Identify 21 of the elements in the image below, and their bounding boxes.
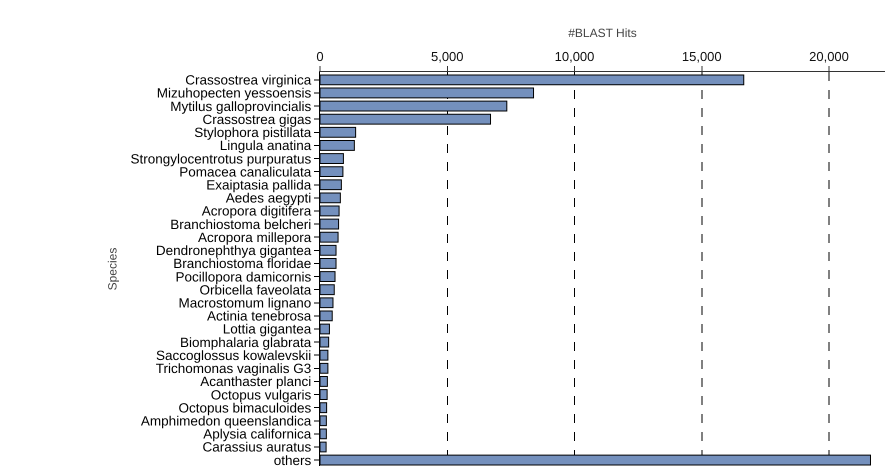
y-axis-title: Species (106, 248, 120, 290)
y-tick-label: Acropora millepora (198, 230, 312, 245)
x-tick-label: 0 (316, 48, 324, 64)
y-tick-label: Lottia gigantea (222, 322, 312, 337)
y-tick-label: Aedes aegypti (226, 190, 312, 206)
x-tick-label: 10,000 (554, 48, 594, 64)
y-tick-label: Octopus vulgaris (210, 387, 312, 402)
x-axis-title: #BLAST Hits (568, 26, 637, 40)
y-tick-label: Pocillopora damicornis (175, 269, 312, 284)
y-tick-label: Aplysia californica (203, 426, 312, 442)
y-tick-label: Macrostomum lignano (178, 295, 312, 310)
y-tick-label: Dendronephthya gigantea (156, 243, 312, 258)
x-tick-label: 15,000 (682, 48, 722, 64)
y-tick-label: Exaiptasia pallida (206, 177, 312, 192)
y-tick-label: others (274, 452, 312, 468)
y-tick-label: Orbicella faveolata (199, 282, 312, 298)
y-tick-label: Amphimedon queenslandica (140, 413, 312, 428)
x-tick-label: 20,000 (809, 48, 849, 64)
y-tick-label: Lingula anatina (220, 138, 312, 154)
x-tick-label: 5,000 (430, 48, 464, 64)
y-tick-label: Crassostrea virginica (185, 72, 312, 88)
